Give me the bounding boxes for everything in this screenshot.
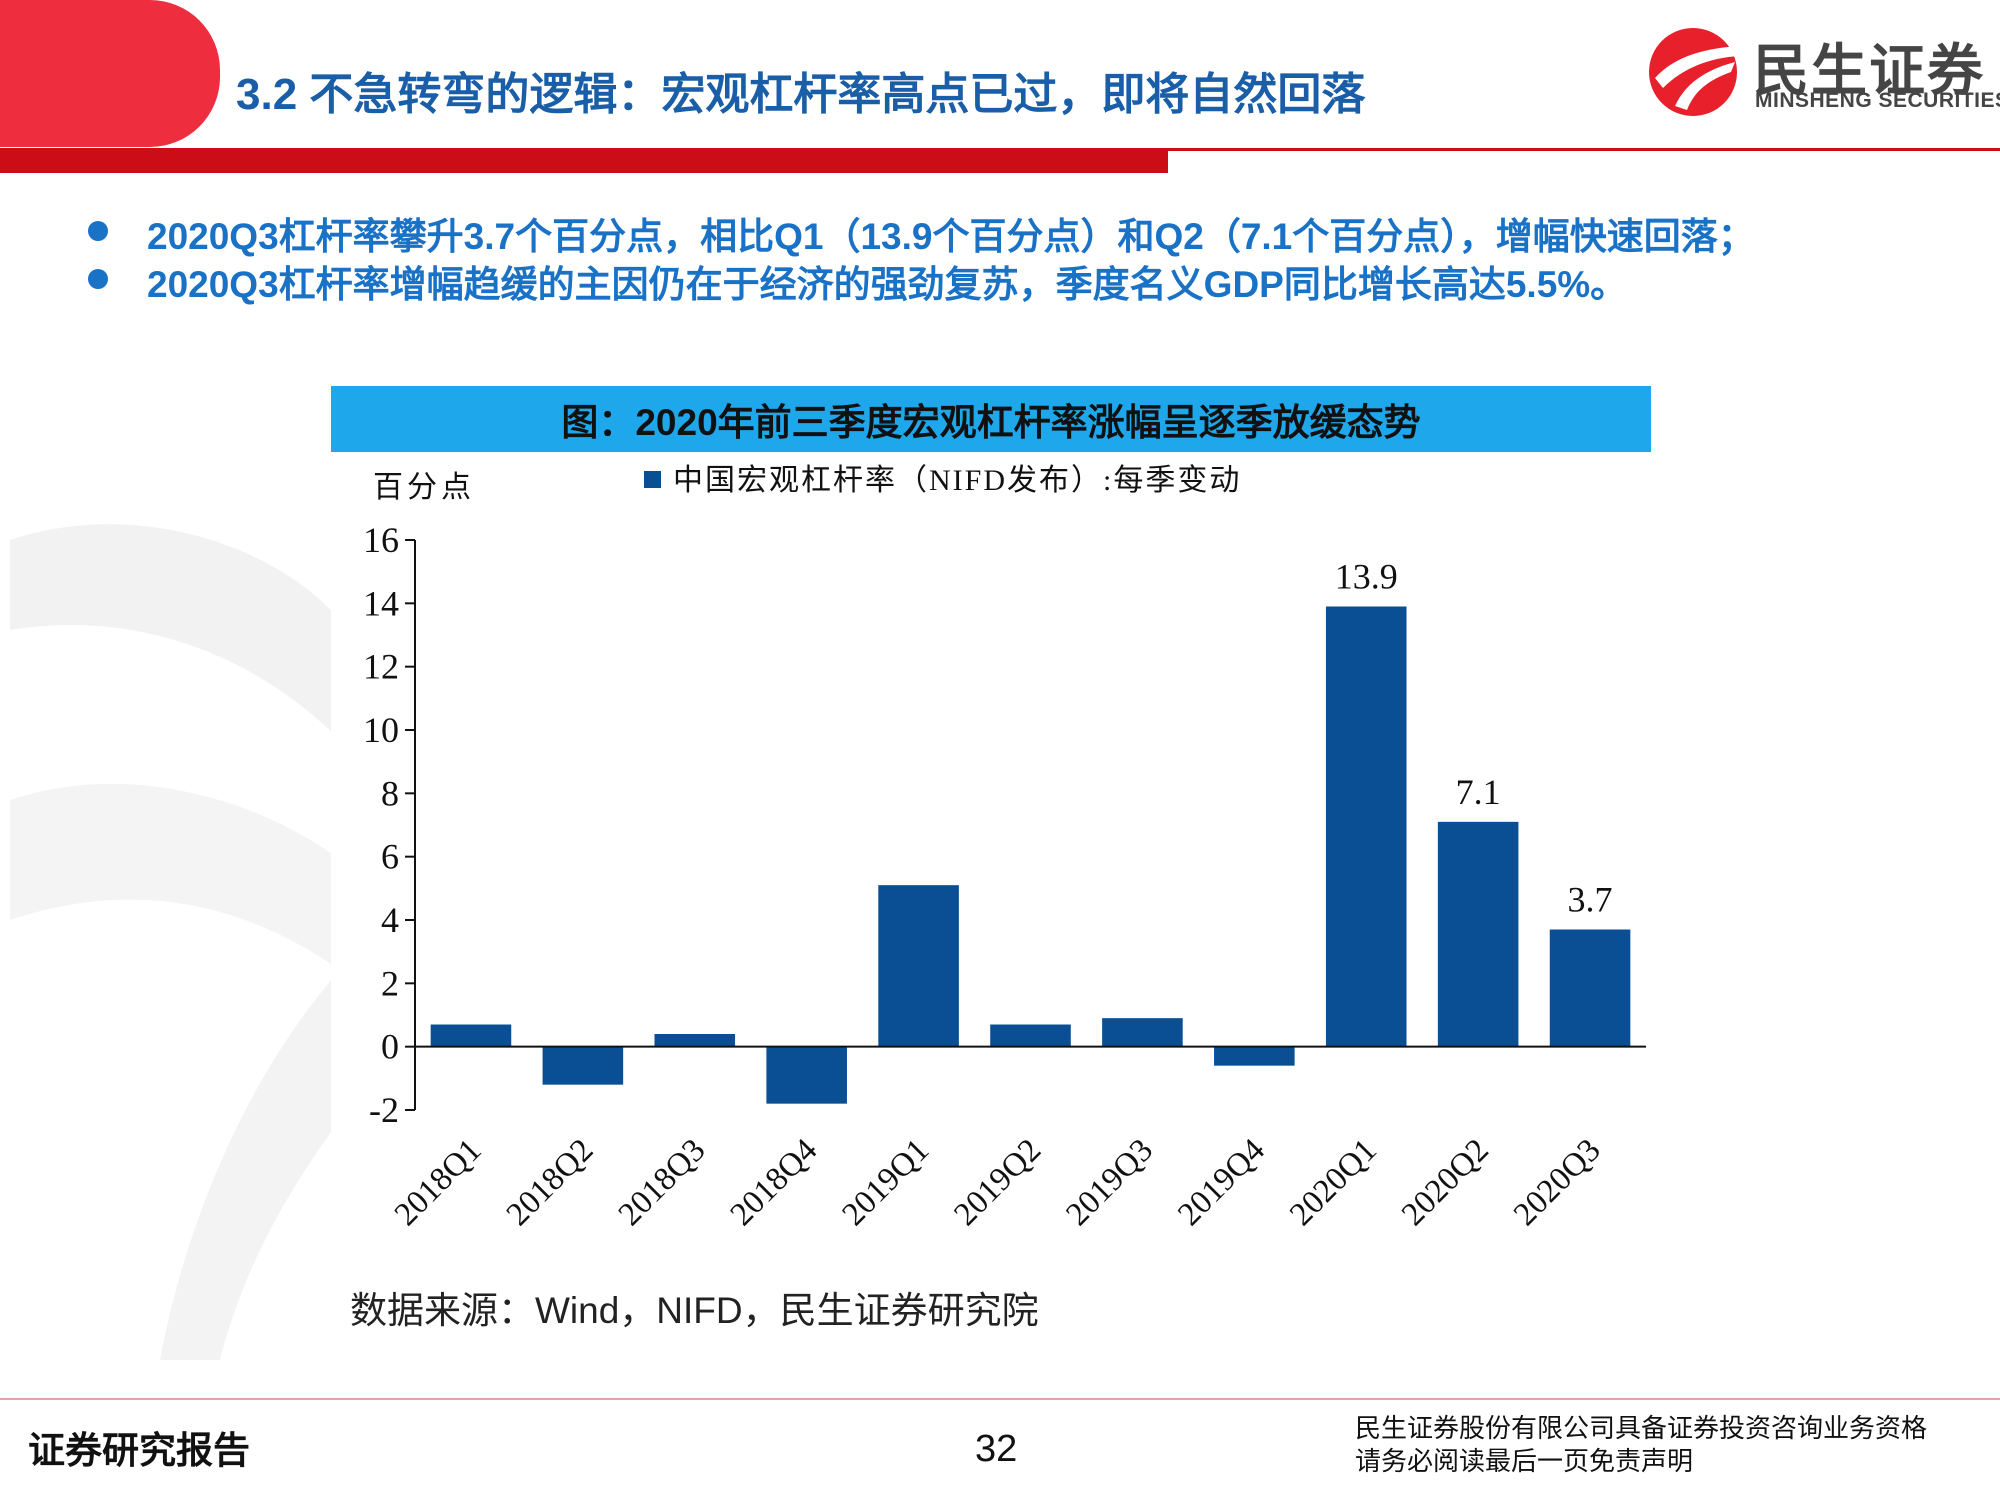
data-label: 3.7 <box>1568 880 1613 920</box>
bar <box>990 1024 1071 1047</box>
y-tick-label: 8 <box>381 773 399 813</box>
data-label: 13.9 <box>1335 557 1398 597</box>
x-tick-label: 2018Q4 <box>724 1132 825 1233</box>
x-tick-label: 2019Q3 <box>1059 1132 1160 1233</box>
bar <box>1102 1018 1183 1047</box>
y-tick-label: 0 <box>381 1027 399 1067</box>
bar <box>878 885 959 1047</box>
bullet-dot-icon <box>88 221 108 241</box>
y-tick-label: 16 <box>363 520 399 560</box>
y-tick-label: 12 <box>363 647 399 687</box>
bar <box>766 1046 847 1104</box>
watermark-logo <box>10 524 340 1360</box>
x-tick-label: 2019Q4 <box>1171 1132 1272 1233</box>
bullet-dot-icon <box>88 269 108 289</box>
y-tick-label: 2 <box>381 963 399 1003</box>
bullet-text: 2020Q3杠杆率攀升3.7个百分点，相比Q1（13.9个百分点）和Q2（7.1… <box>147 216 1755 257</box>
x-tick-label: 2020Q2 <box>1395 1132 1496 1233</box>
company-logo: 民生证券 MINSHENG SECURITIES <box>1645 26 2000 126</box>
data-label: 7.1 <box>1456 772 1501 812</box>
bullet-item: 2020Q3杠杆率攀升3.7个百分点，相比Q1（13.9个百分点）和Q2（7.1… <box>80 206 1960 257</box>
bar <box>1325 606 1407 1047</box>
y-tick-label: -2 <box>369 1090 399 1130</box>
x-tick-label: 2020Q1 <box>1283 1132 1384 1233</box>
y-tick-label: 6 <box>381 837 399 877</box>
legend-swatch <box>644 471 661 488</box>
bullet-item: 2020Q3杠杆率增幅趋缓的主因仍在于经济的强劲复苏，季度名义GDP同比增长高达… <box>80 254 1960 305</box>
chart-container: 图：2020年前三季度宏观杠杆率涨幅呈逐季放缓态势 百分点 中国宏观杠杆率（NIF… <box>331 386 1651 1266</box>
data-source: 数据来源：Wind，NIFD，民生证券研究院 <box>350 1290 1039 1331</box>
page-number: 32 <box>975 1428 1018 1470</box>
chart-title: 图：2020年前三季度宏观杠杆率涨幅呈逐季放缓态势 <box>561 402 1421 443</box>
x-tick-label: 2018Q3 <box>612 1132 713 1233</box>
x-tick-label: 2019Q2 <box>948 1132 1049 1233</box>
footer-divider <box>0 1398 2000 1400</box>
header-accent-tab <box>0 0 220 147</box>
legend-label: 中国宏观杠杆率（NIFD发布）:每季变动 <box>673 464 1241 497</box>
x-tick-label: 2018Q1 <box>388 1132 489 1233</box>
x-tick-label: 2019Q1 <box>836 1132 937 1233</box>
y-tick-label: 14 <box>363 583 399 623</box>
bar <box>542 1046 624 1085</box>
x-tick-label: 2018Q2 <box>500 1132 601 1233</box>
bullet-text: 2020Q3杠杆率增幅趋缓的主因仍在于经济的强劲复苏，季度名义GDP同比增长高达… <box>147 264 1628 305</box>
chart-title-bar: 图：2020年前三季度宏观杠杆率涨幅呈逐季放缓态势 <box>331 386 1651 452</box>
bullet-list: 2020Q3杠杆率攀升3.7个百分点，相比Q1（13.9个百分点）和Q2（7.1… <box>80 206 1960 305</box>
bar <box>430 1024 512 1047</box>
bar <box>1549 929 1631 1047</box>
x-tick-label: 2020Q3 <box>1507 1132 1608 1233</box>
logo-english-name: MINSHENG SECURITIES <box>1755 89 2000 112</box>
footer-disclaimer-line: 民生证券股份有限公司具备证券投资咨询业务资格 <box>1355 1413 1928 1443</box>
header-red-line <box>1168 148 2000 151</box>
bar <box>1214 1046 1295 1066</box>
header-red-bar <box>0 148 1168 173</box>
footer-disclaimer: 民生证券股份有限公司具备证券投资咨询业务资格 请务必阅读最后一页免责声明 <box>1355 1412 1927 1478</box>
bar <box>654 1034 736 1047</box>
y-tick-label: 10 <box>363 710 399 750</box>
logo-mark-icon <box>1649 28 1741 116</box>
footer-report-type: 证券研究报告 <box>28 1430 250 1471</box>
logo-chinese-name: 民生证券 <box>1753 39 1985 102</box>
footer-disclaimer-line: 请务必阅读最后一页免责声明 <box>1355 1446 1694 1476</box>
y-tick-label: 4 <box>381 900 399 940</box>
bar-chart: 百分点 中国宏观杠杆率（NIFD发布）:每季变动 -2 0 2 4 6 8 10 12 14 16 20… <box>363 464 1646 1233</box>
page-title: 3.2 不急转弯的逻辑：宏观杠杆率高点已过，即将自然回落 <box>236 70 1366 119</box>
bar <box>1437 821 1519 1047</box>
y-axis-label: 百分点 <box>373 471 475 504</box>
